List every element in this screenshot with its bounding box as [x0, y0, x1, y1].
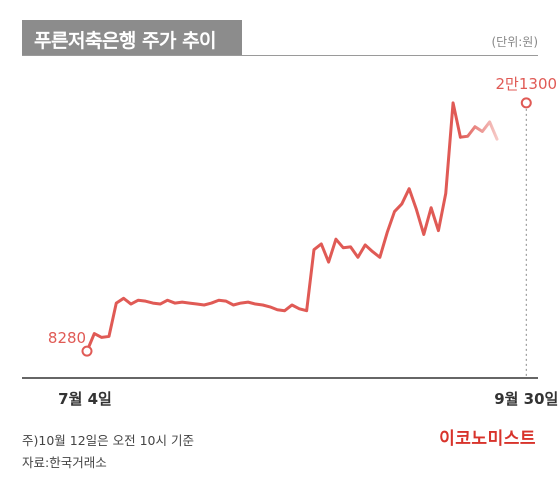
- peak-value-label: 2만1300: [496, 75, 558, 93]
- start-value-marker: [81, 345, 93, 357]
- x-tick-label: 7월 4일: [58, 390, 112, 408]
- start-value-label: 8280: [48, 329, 86, 347]
- price-line: [85, 101, 462, 353]
- chart-title: 푸른저축은행 주가 추이: [34, 30, 217, 52]
- x-tick-label: 9월 30일: [494, 390, 558, 408]
- source-label: 자료:한국거래소: [22, 455, 107, 470]
- footnote: 주)10월 12일은 오전 10시 기준: [22, 433, 194, 448]
- economist-logo: 이코노미스트: [439, 429, 536, 449]
- unit-label: (단위:원): [491, 35, 538, 49]
- plot-area: 8280 2만1300 7월 4일 9월 30일: [22, 75, 558, 408]
- title-rule: [22, 55, 538, 56]
- peak-value-marker: [520, 97, 532, 109]
- price-line-faded: [458, 120, 499, 141]
- title-bar: [22, 20, 242, 56]
